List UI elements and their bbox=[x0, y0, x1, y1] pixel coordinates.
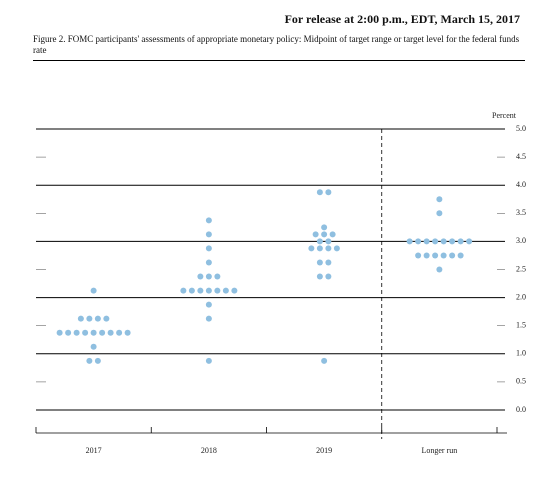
dot bbox=[214, 273, 221, 280]
dot bbox=[415, 252, 422, 259]
dot bbox=[86, 315, 93, 322]
dot bbox=[90, 329, 97, 336]
dot bbox=[65, 329, 72, 336]
y-tick-label: 2.0 bbox=[516, 292, 526, 301]
dot bbox=[436, 210, 443, 217]
y-tick-label: 0.0 bbox=[516, 405, 526, 414]
dot bbox=[423, 238, 430, 245]
dot bbox=[432, 252, 439, 259]
dot bbox=[321, 231, 328, 238]
release-note: For release at 2:00 p.m., EDT, March 15,… bbox=[284, 12, 520, 26]
dot bbox=[466, 238, 473, 245]
title-rule bbox=[33, 60, 525, 61]
dot bbox=[406, 238, 413, 245]
dot bbox=[188, 287, 195, 294]
dot bbox=[197, 273, 204, 280]
dot bbox=[86, 357, 93, 364]
dot bbox=[423, 252, 430, 259]
dot bbox=[415, 238, 422, 245]
dot bbox=[325, 238, 332, 245]
dot bbox=[312, 231, 319, 238]
y-tick-label: 1.5 bbox=[516, 321, 526, 330]
dot bbox=[205, 231, 212, 238]
dot bbox=[94, 315, 101, 322]
dot bbox=[82, 329, 89, 336]
dot bbox=[436, 196, 443, 203]
dot bbox=[205, 217, 212, 224]
dot bbox=[205, 245, 212, 252]
dot bbox=[440, 238, 447, 245]
dot bbox=[90, 287, 97, 294]
dot bbox=[449, 252, 456, 259]
dot bbox=[99, 329, 106, 336]
dot bbox=[56, 329, 63, 336]
y-tick-label: 3.5 bbox=[516, 208, 526, 217]
dot bbox=[107, 329, 114, 336]
x-tick-label: 2017 bbox=[86, 446, 102, 455]
dot bbox=[103, 315, 110, 322]
y-tick-label: 4.0 bbox=[516, 180, 526, 189]
y-tick-label: 0.5 bbox=[516, 377, 526, 386]
dot bbox=[308, 245, 315, 252]
y-tick-label: 1.0 bbox=[516, 349, 526, 358]
dot bbox=[449, 238, 456, 245]
dot bbox=[90, 343, 97, 350]
dot bbox=[205, 301, 212, 308]
dot bbox=[329, 231, 336, 238]
dot bbox=[197, 287, 204, 294]
dot bbox=[214, 287, 221, 294]
y-axis-label: Percent bbox=[492, 111, 517, 120]
dot bbox=[316, 259, 323, 266]
dot bbox=[205, 315, 212, 322]
dot bbox=[116, 329, 123, 336]
dot bbox=[231, 287, 238, 294]
dot bbox=[325, 189, 332, 196]
dot bbox=[321, 224, 328, 231]
dot bbox=[205, 259, 212, 266]
dot bbox=[73, 329, 80, 336]
dot bbox=[180, 287, 187, 294]
dot bbox=[124, 329, 131, 336]
dot bbox=[440, 252, 447, 259]
y-tick-label: 2.5 bbox=[516, 264, 526, 273]
y-tick-label: 4.5 bbox=[516, 152, 526, 161]
dot bbox=[325, 273, 332, 280]
dot bbox=[94, 357, 101, 364]
dot bbox=[457, 238, 464, 245]
dot bbox=[316, 245, 323, 252]
dot bbox=[325, 245, 332, 252]
dot bbox=[77, 315, 84, 322]
dot bbox=[432, 238, 439, 245]
dot bbox=[457, 252, 464, 259]
y-tick-label: 5.0 bbox=[516, 124, 526, 133]
dot bbox=[222, 287, 229, 294]
dot bbox=[316, 238, 323, 245]
dot bbox=[316, 273, 323, 280]
dot bbox=[321, 357, 328, 364]
dot bbox=[316, 189, 323, 196]
x-tick-label: 2019 bbox=[316, 446, 332, 455]
dot bbox=[205, 357, 212, 364]
dot bbox=[333, 245, 340, 252]
x-tick-label: Longer run bbox=[421, 446, 457, 455]
y-tick-label: 3.0 bbox=[516, 236, 526, 245]
chart-title: Figure 2. FOMC participants' assessments… bbox=[33, 34, 520, 55]
dot bbox=[205, 287, 212, 294]
x-tick-label: 2018 bbox=[201, 446, 217, 455]
dot bbox=[205, 273, 212, 280]
dot bbox=[436, 266, 443, 273]
dot bbox=[325, 259, 332, 266]
